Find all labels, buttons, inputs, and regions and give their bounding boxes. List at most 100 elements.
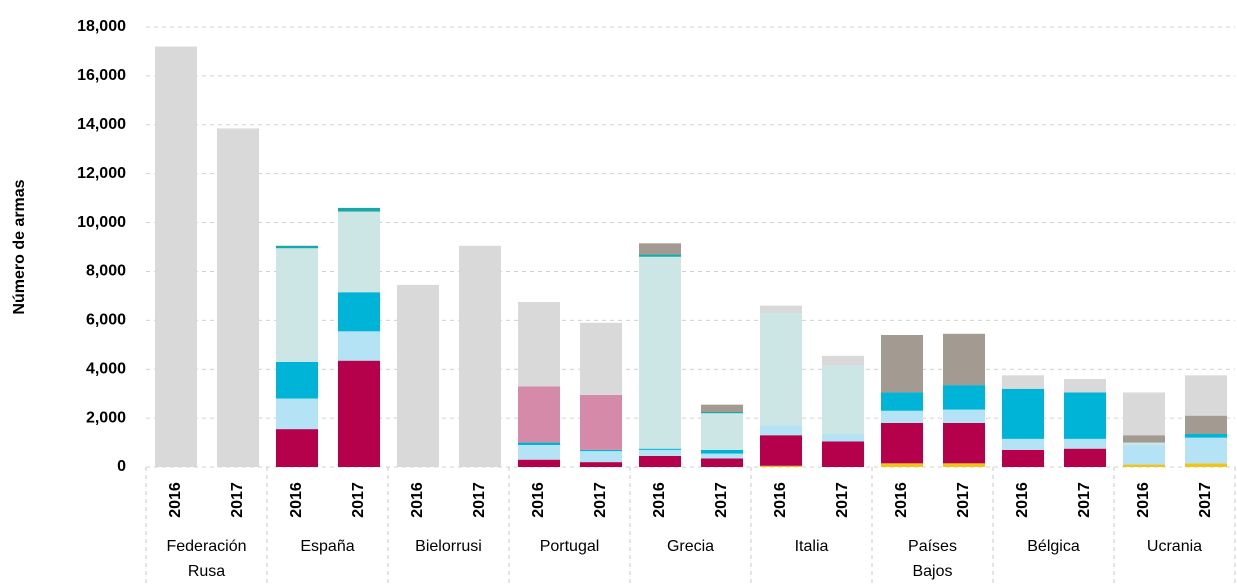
bar-segment bbox=[459, 245, 501, 467]
x-tick-label: 2016 bbox=[288, 482, 305, 518]
bar-segment bbox=[1002, 388, 1044, 439]
group-label: Federación bbox=[166, 538, 246, 555]
y-tick-label: 10,000 bbox=[77, 214, 126, 231]
bar-segment bbox=[1002, 438, 1044, 450]
bar-segment bbox=[881, 392, 923, 411]
bar-segment bbox=[701, 449, 743, 454]
bar-segment bbox=[822, 434, 864, 442]
group-label: Bielorrusi bbox=[415, 538, 482, 555]
bar-segment bbox=[701, 413, 743, 450]
x-tick-label: 2017 bbox=[955, 482, 972, 518]
bar-segment bbox=[943, 333, 985, 386]
bar-segment bbox=[1185, 375, 1227, 416]
bar-segment bbox=[518, 445, 560, 460]
bar-segment bbox=[701, 404, 743, 412]
bar-segment bbox=[639, 256, 681, 449]
bar-segment bbox=[881, 463, 923, 467]
y-axis-title: Número de armas bbox=[11, 179, 28, 314]
bar-segment bbox=[1123, 392, 1165, 436]
bar-segment bbox=[276, 245, 318, 249]
x-tick-label: 2017 bbox=[713, 482, 730, 518]
bar-segment bbox=[1123, 442, 1165, 445]
bar-segment bbox=[943, 423, 985, 464]
x-tick-label: 2017 bbox=[834, 482, 851, 518]
bar-segment bbox=[943, 409, 985, 423]
bar-segment bbox=[1123, 464, 1165, 467]
x-tick-label: 2016 bbox=[772, 482, 789, 518]
bar-segment bbox=[276, 361, 318, 399]
bar-segment bbox=[943, 463, 985, 467]
bar-segment bbox=[639, 254, 681, 257]
bar-segment bbox=[760, 313, 802, 426]
bar-segment bbox=[518, 386, 560, 443]
bar-segment bbox=[822, 441, 864, 467]
bar-segment bbox=[1123, 445, 1165, 465]
bar-segment bbox=[822, 365, 864, 434]
bar-segment bbox=[701, 453, 743, 459]
bar-segment bbox=[217, 128, 259, 467]
bar-segment bbox=[338, 360, 380, 467]
bar-segment bbox=[760, 425, 802, 436]
bar-segment bbox=[881, 423, 923, 464]
bar-segment bbox=[580, 451, 622, 463]
x-tick-label: 2016 bbox=[1014, 482, 1031, 518]
x-tick-label: 2016 bbox=[651, 482, 668, 518]
y-tick-label: 12,000 bbox=[77, 165, 126, 182]
bar-segment bbox=[580, 394, 622, 450]
x-tick-label: 2017 bbox=[471, 482, 488, 518]
bar-segment bbox=[338, 292, 380, 332]
group-label: Bélgica bbox=[1027, 538, 1080, 555]
bar-segment bbox=[1185, 437, 1227, 464]
x-tick-label: 2017 bbox=[1197, 482, 1214, 518]
y-tick-label: 16,000 bbox=[77, 67, 126, 84]
bar-segment bbox=[580, 449, 622, 452]
x-tick-label: 2016 bbox=[893, 482, 910, 518]
group-label: Italia bbox=[795, 538, 829, 555]
y-tick-label: 14,000 bbox=[77, 116, 126, 133]
bar-segment bbox=[639, 243, 681, 255]
bar-segment bbox=[276, 429, 318, 467]
bar-segment bbox=[1123, 435, 1165, 443]
bar-segment bbox=[338, 207, 380, 212]
bar-segment bbox=[639, 448, 681, 450]
bar-segment bbox=[760, 465, 802, 467]
x-tick-label: 2016 bbox=[409, 482, 426, 518]
bar-segment bbox=[518, 459, 560, 467]
group-label: Rusa bbox=[188, 563, 225, 580]
group-label: España bbox=[300, 538, 354, 555]
bar-segment bbox=[1185, 434, 1227, 438]
bar-segment bbox=[639, 456, 681, 467]
bar-segment bbox=[1064, 379, 1106, 393]
bar-segment bbox=[1064, 448, 1106, 467]
bar-segment bbox=[639, 449, 681, 456]
bar-segment bbox=[276, 398, 318, 430]
bar-segment bbox=[760, 435, 802, 466]
x-tick-label: 2016 bbox=[1135, 482, 1152, 518]
group-label: Portugal bbox=[540, 538, 600, 555]
bar-segment bbox=[1002, 449, 1044, 467]
bar-segment bbox=[580, 322, 622, 395]
y-tick-label: 8,000 bbox=[86, 263, 126, 280]
x-tick-label: 2017 bbox=[350, 482, 367, 518]
bar-segment bbox=[760, 305, 802, 313]
bar-segment bbox=[518, 442, 560, 445]
bar-segment bbox=[881, 410, 923, 423]
y-tick-label: 4,000 bbox=[86, 360, 126, 377]
bar-segment bbox=[338, 211, 380, 293]
y-tick-label: 6,000 bbox=[86, 312, 126, 329]
bar-segment bbox=[338, 331, 380, 361]
y-tick-label: 2,000 bbox=[86, 409, 126, 426]
y-tick-label: 18,000 bbox=[77, 18, 126, 35]
y-tick-label: 0 bbox=[117, 458, 126, 475]
bar-segment bbox=[518, 302, 560, 387]
bar-segment bbox=[943, 385, 985, 410]
bar-segment bbox=[1002, 375, 1044, 389]
x-tick-label: 2017 bbox=[592, 482, 609, 518]
bar-segment bbox=[881, 335, 923, 393]
x-tick-label: 2016 bbox=[167, 482, 184, 518]
bar-segment bbox=[580, 462, 622, 467]
group-label: Ucrania bbox=[1147, 538, 1202, 555]
bar-segment bbox=[1185, 463, 1227, 467]
bar-segment bbox=[276, 248, 318, 362]
